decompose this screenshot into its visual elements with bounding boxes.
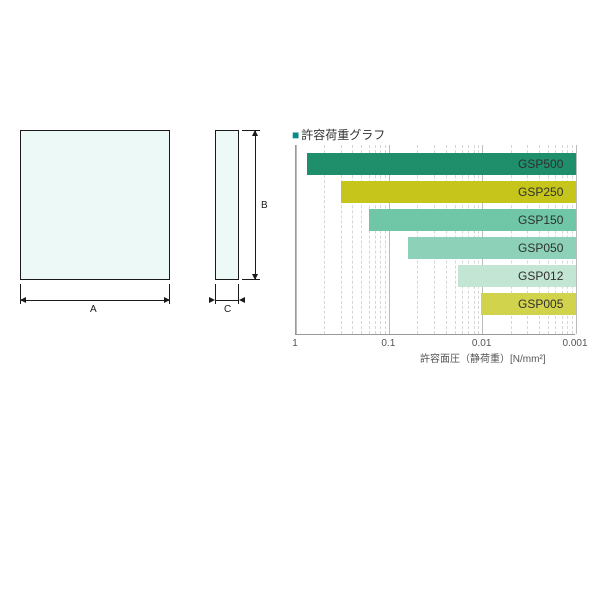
chart-title: ■許容荷重グラフ [292, 126, 385, 143]
xtick: 1 [292, 338, 298, 349]
grid-major [296, 145, 297, 334]
dim-b-ext-t [242, 130, 260, 131]
bar-label-gsp250: GSP250 [518, 185, 563, 199]
dim-line-c [215, 300, 239, 301]
dim-line-a [20, 300, 170, 301]
bar-label-gsp012: GSP012 [518, 269, 563, 283]
dim-b-ext-b [242, 279, 260, 280]
xtick: 0.01 [472, 338, 491, 349]
dim-a-ext-r [169, 284, 170, 304]
xtick: 0.001 [562, 338, 587, 349]
bar-label-gsp500: GSP500 [518, 157, 563, 171]
front-face [20, 130, 170, 280]
drawing-side: B C [215, 130, 239, 280]
chart-title-bullet: ■ [292, 128, 299, 142]
dim-label-c: C [224, 304, 231, 315]
dim-line-b [255, 130, 256, 280]
bar-label-gsp050: GSP050 [518, 241, 563, 255]
drawing-front: A [20, 130, 170, 280]
xtick: 0.1 [381, 338, 395, 349]
dim-c-ext-l [215, 284, 216, 304]
chart-title-text: 許容荷重グラフ [301, 128, 385, 142]
bar-label-gsp150: GSP150 [518, 213, 563, 227]
x-axis-label: 許容面圧（静荷重）[N/mm²] [420, 350, 546, 365]
dim-c-ext-r [238, 284, 239, 304]
side-face [215, 130, 239, 280]
dim-label-b: B [261, 200, 268, 211]
bar-label-gsp005: GSP005 [518, 297, 563, 311]
dim-label-a: A [90, 304, 97, 315]
load-capacity-chart: GSP500 GSP250 GSP150 GSP050 GSP012 GSP005 [295, 145, 575, 335]
dim-c-arrow-right [239, 297, 245, 303]
figure-root: A B C ■許容荷重グラフ GSP500GSP250GSP150GSP050G… [0, 0, 600, 600]
dim-a-ext-l [20, 284, 21, 304]
